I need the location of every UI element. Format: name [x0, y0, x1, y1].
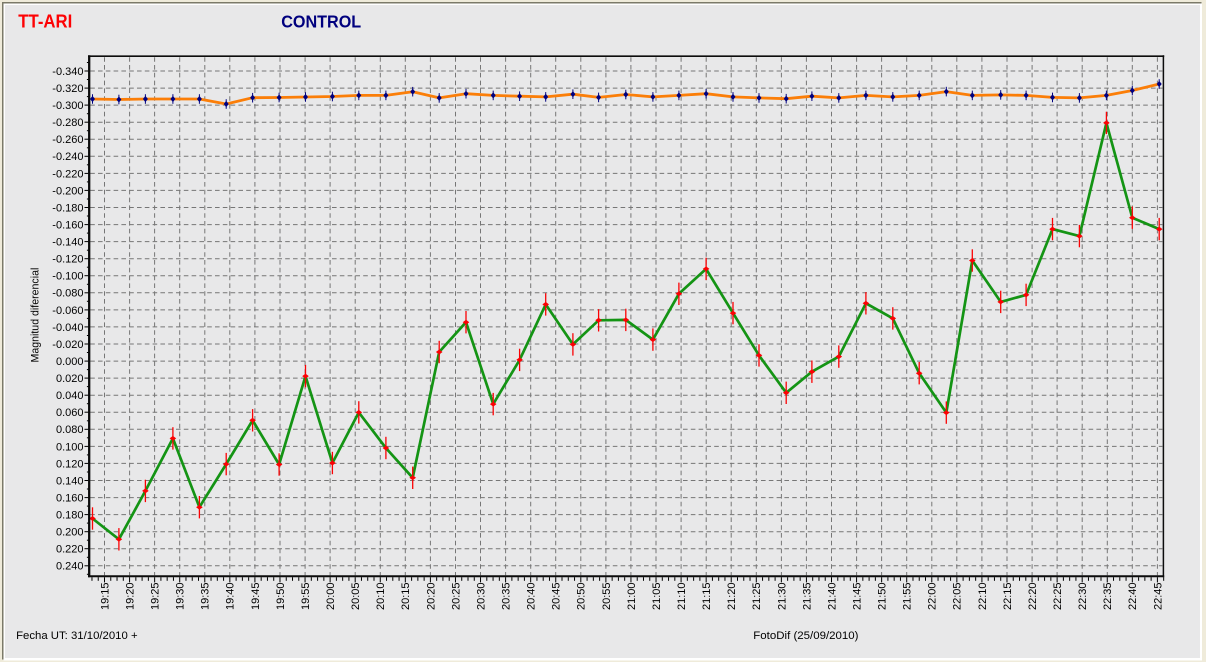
svg-text:21:05: 21:05	[651, 583, 663, 611]
svg-text:22:05: 22:05	[952, 583, 964, 611]
svg-text:21:30: 21:30	[776, 583, 788, 611]
svg-text:19:15: 19:15	[99, 583, 111, 611]
svg-text:0.040: 0.040	[56, 390, 84, 402]
svg-text:20:20: 20:20	[425, 583, 437, 611]
svg-text:21:50: 21:50	[877, 583, 889, 611]
svg-text:-0.240: -0.240	[52, 151, 83, 163]
svg-text:-0.260: -0.260	[52, 134, 83, 146]
svg-text:-0.100: -0.100	[52, 271, 83, 283]
svg-text:-0.320: -0.320	[52, 83, 83, 95]
svg-text:-0.140: -0.140	[52, 237, 83, 249]
svg-text:-0.220: -0.220	[52, 168, 83, 180]
svg-text:22:30: 22:30	[1077, 583, 1089, 611]
svg-text:-0.020: -0.020	[52, 339, 83, 351]
svg-text:21:55: 21:55	[902, 583, 914, 611]
svg-text:0.020: 0.020	[56, 373, 84, 385]
svg-text:-0.340: -0.340	[52, 66, 83, 78]
svg-text:19:50: 19:50	[275, 583, 287, 611]
svg-text:19:40: 19:40	[225, 583, 237, 611]
svg-text:20:00: 20:00	[325, 583, 337, 611]
svg-text:0.220: 0.220	[56, 544, 84, 556]
svg-text:FotoDif (25/09/2010): FotoDif (25/09/2010)	[753, 630, 858, 642]
svg-text:0.200: 0.200	[56, 527, 84, 539]
svg-text:19:45: 19:45	[250, 583, 262, 611]
svg-text:22:15: 22:15	[1002, 583, 1014, 611]
svg-text:0.240: 0.240	[56, 561, 84, 573]
svg-text:20:40: 20:40	[526, 583, 538, 611]
svg-text:21:35: 21:35	[801, 583, 813, 611]
svg-text:-0.160: -0.160	[52, 220, 83, 232]
svg-text:21:40: 21:40	[826, 583, 838, 611]
svg-text:19:55: 19:55	[300, 583, 312, 611]
svg-text:0.000: 0.000	[56, 356, 84, 368]
svg-text:-0.200: -0.200	[52, 185, 83, 197]
svg-text:20:35: 20:35	[501, 583, 513, 611]
svg-text:20:25: 20:25	[450, 583, 462, 611]
svg-text:-0.300: -0.300	[52, 100, 83, 112]
svg-text:-0.180: -0.180	[52, 202, 83, 214]
svg-text:CONTROL: CONTROL	[281, 11, 361, 31]
svg-text:22:20: 22:20	[1027, 583, 1039, 611]
svg-text:20:15: 20:15	[400, 583, 412, 611]
svg-text:21:00: 21:00	[626, 583, 638, 611]
svg-text:22:40: 22:40	[1127, 583, 1139, 611]
svg-text:-0.080: -0.080	[52, 288, 83, 300]
svg-text:0.120: 0.120	[56, 458, 84, 470]
svg-text:22:35: 22:35	[1102, 583, 1114, 611]
svg-text:Fecha UT: 31/10/2010 +: Fecha UT: 31/10/2010 +	[16, 630, 138, 642]
svg-text:19:35: 19:35	[200, 583, 212, 611]
svg-text:0.160: 0.160	[56, 492, 84, 504]
svg-text:TT-ARI: TT-ARI	[18, 11, 72, 32]
svg-text:21:45: 21:45	[852, 583, 864, 611]
svg-text:0.080: 0.080	[56, 424, 84, 436]
svg-text:21:15: 21:15	[701, 583, 713, 611]
svg-text:-0.120: -0.120	[52, 254, 83, 266]
svg-text:Magnitud diferencial: Magnitud diferencial	[30, 268, 42, 363]
svg-text:22:45: 22:45	[1152, 583, 1164, 611]
svg-text:20:50: 20:50	[576, 583, 588, 611]
svg-text:21:25: 21:25	[751, 583, 763, 611]
svg-text:20:45: 20:45	[551, 583, 563, 611]
svg-text:22:25: 22:25	[1052, 583, 1064, 611]
svg-text:20:30: 20:30	[475, 583, 487, 611]
svg-text:20:10: 20:10	[375, 583, 387, 611]
svg-text:20:55: 20:55	[601, 583, 613, 611]
svg-text:0.060: 0.060	[56, 407, 84, 419]
svg-text:20:05: 20:05	[350, 583, 362, 611]
svg-text:0.140: 0.140	[56, 475, 84, 487]
svg-text:19:20: 19:20	[125, 583, 137, 611]
svg-text:21:20: 21:20	[726, 583, 738, 611]
svg-text:21:10: 21:10	[676, 583, 688, 611]
svg-text:19:30: 19:30	[175, 583, 187, 611]
svg-text:22:10: 22:10	[977, 583, 989, 611]
svg-text:22:00: 22:00	[927, 583, 939, 611]
svg-text:-0.280: -0.280	[52, 117, 83, 129]
svg-text:-0.040: -0.040	[52, 322, 83, 334]
svg-text:0.100: 0.100	[56, 441, 84, 453]
svg-text:0.180: 0.180	[56, 510, 84, 522]
svg-text:19:25: 19:25	[150, 583, 162, 611]
svg-text:-0.060: -0.060	[52, 305, 83, 317]
